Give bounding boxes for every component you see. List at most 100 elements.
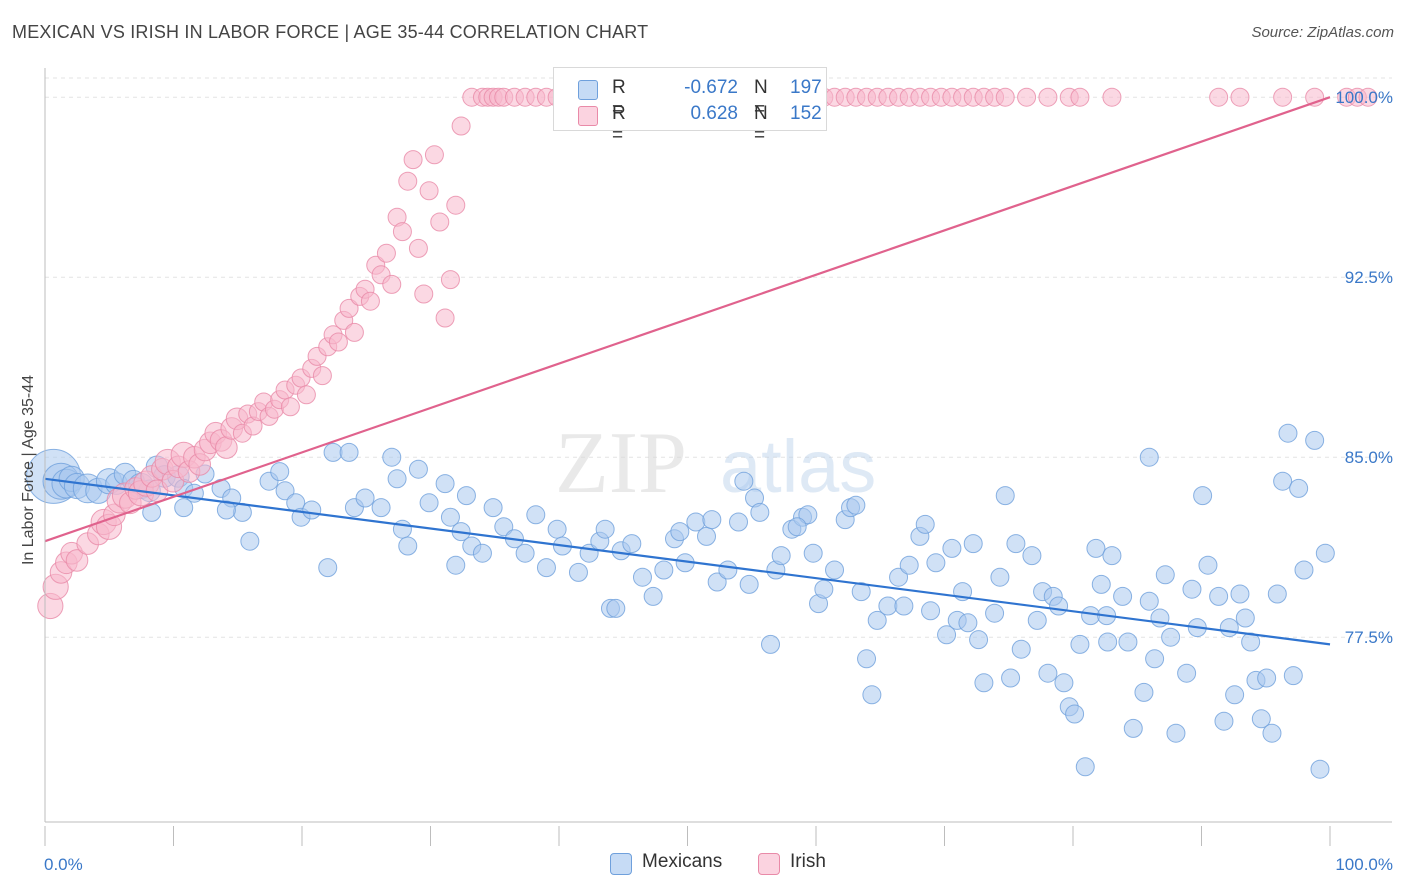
trend-layer [44, 96, 1331, 646]
irish-point [1358, 87, 1378, 107]
mexicans-point [1283, 666, 1303, 686]
y-tick-label: 85.0% [1345, 448, 1393, 467]
mexicans-point [825, 560, 845, 580]
irish-point [392, 222, 412, 242]
mexicans-point [174, 498, 194, 518]
mexicans-point [787, 517, 807, 537]
axis-layer: 77.5% 85.0% 92.5% 100.0% 0.0% 100.0% [44, 68, 1393, 874]
mexicans-point [889, 567, 909, 587]
mexicans-point [921, 601, 941, 621]
mexicans-point [750, 502, 770, 522]
mexicans-point [654, 560, 674, 580]
y-tick-label: 92.5% [1345, 268, 1393, 287]
mexicans-point [1267, 584, 1287, 604]
mexicans-point [670, 522, 690, 542]
irish-point [1070, 87, 1090, 107]
legend-swatch-mexicans [578, 80, 598, 100]
x-tick-label: 0.0% [44, 855, 83, 874]
mexicans-point [483, 498, 503, 518]
mexicans-point [355, 488, 375, 508]
grid-layer [45, 77, 1392, 638]
mexicans-point [632, 567, 652, 587]
watermark-atlas: atlas [720, 425, 876, 508]
mexicans-point [1241, 632, 1261, 652]
irish-point [1017, 87, 1037, 107]
mexicans-point [1289, 478, 1309, 498]
mexicans-point [1006, 534, 1026, 554]
legend-label-mexicans: Mexicans [642, 851, 723, 872]
mexicans-point [1219, 618, 1239, 638]
mexicans-point [1139, 447, 1159, 467]
mexicans-point [761, 634, 781, 654]
irish-point [995, 87, 1015, 107]
mexicans-point [1209, 586, 1229, 606]
irish-point [65, 549, 89, 572]
mexicans-point [1038, 663, 1058, 683]
mexicans-point [1198, 555, 1218, 575]
irish-point [344, 322, 364, 342]
mexicans-point [339, 442, 359, 462]
mexicans-point [1065, 704, 1085, 724]
legend-n-label: N = [754, 103, 768, 146]
mexicans-point [1102, 546, 1122, 566]
irish-point [430, 212, 450, 232]
irish-point [328, 332, 348, 352]
mexicans-point [1161, 627, 1181, 647]
mexicans-point [323, 442, 343, 462]
mexicans-point [702, 510, 722, 530]
irish-point [403, 150, 423, 170]
mexicans-point [958, 613, 978, 633]
irish-point [414, 284, 434, 304]
mexicans-point [985, 603, 1005, 623]
mexicans-point [387, 469, 407, 489]
mexicans-point [270, 462, 290, 482]
mexicans-point [1315, 543, 1335, 563]
legend-swatch-irish [578, 106, 598, 126]
mexicans-point [568, 562, 588, 582]
legend-n-label: N = [754, 77, 768, 120]
mexicans-point [536, 558, 556, 578]
mexicans-point [942, 538, 962, 558]
mexicans-point [697, 526, 716, 546]
mexicans-point [734, 471, 754, 491]
mexicans-point [643, 586, 663, 606]
mexicans-point [771, 546, 791, 566]
mexicans-point [1070, 634, 1090, 654]
mexicans-point [1022, 546, 1042, 566]
irish-point [1102, 87, 1122, 107]
mexicans-point [1155, 565, 1175, 585]
irish-point [360, 291, 380, 311]
mexicans-point [803, 543, 823, 563]
irish-point [1230, 87, 1250, 107]
irish-point [451, 116, 471, 136]
mexicans-point [456, 486, 476, 506]
mexicans-point [435, 474, 455, 494]
mexicans-point [1251, 709, 1271, 729]
irish-point [296, 385, 316, 405]
irish-point [312, 366, 332, 386]
mexicans-point [622, 534, 642, 554]
mexicans-point [862, 685, 882, 705]
legend-swatch-mexicans [610, 853, 632, 875]
mexicans-point [1139, 591, 1159, 611]
mexicans-point [1086, 538, 1106, 558]
mexicans-point [851, 582, 871, 602]
irish-point [280, 397, 300, 417]
irish-point [408, 238, 428, 258]
mexicans-point [1214, 711, 1234, 731]
mexicans-point [606, 598, 626, 618]
mexicans-point [1166, 723, 1186, 743]
legend-n-value: 152 [790, 103, 822, 124]
legend-label-irish: Irish [790, 851, 826, 872]
mexicans-point [1001, 668, 1021, 688]
mexicans-point [867, 610, 887, 630]
correlation-legend: R = -0.672 N = 197 R = 0.628 N = 152 [553, 67, 827, 146]
mexicans-point [1230, 584, 1250, 604]
mexicans-point [1075, 757, 1095, 777]
irish-point [440, 270, 460, 290]
chart-source: Source: ZipAtlas.com [1251, 24, 1394, 41]
mexicans-point [739, 574, 759, 594]
irish-point [382, 274, 402, 294]
mexicans-point [216, 500, 236, 520]
mexicans-point [398, 536, 418, 556]
